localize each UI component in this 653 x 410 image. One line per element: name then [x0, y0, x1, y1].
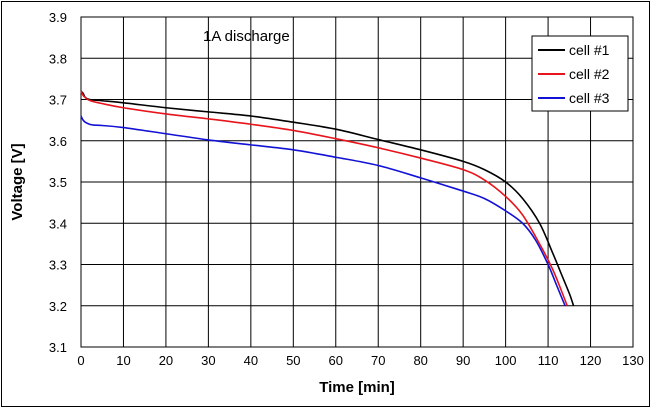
x-axis-title: Time [min] [319, 379, 395, 396]
x-tick-label: 70 [371, 353, 385, 368]
x-tick-label: 110 [538, 353, 559, 368]
y-tick-label: 3.3 [49, 258, 67, 273]
x-tick-label: 100 [495, 353, 517, 368]
x-tick-label: 90 [456, 353, 470, 368]
y-axis-title: Voltage [V] [9, 143, 26, 220]
legend-label-1: cell #1 [569, 42, 610, 58]
series-line-3 [80, 115, 566, 307]
y-tick-label: 3.2 [49, 299, 67, 314]
y-tick-label: 3.4 [49, 216, 67, 231]
series-layer [80, 90, 575, 307]
legend: cell #1 cell #2 cell #3 [531, 35, 629, 112]
y-tick-label: 3.8 [49, 51, 67, 66]
y-tick-label: 3.5 [49, 175, 67, 190]
legend-label-2: cell #2 [569, 66, 610, 82]
x-tick-label: 40 [244, 353, 258, 368]
x-tick-label: 80 [413, 353, 427, 368]
y-tick-label: 3.1 [49, 340, 67, 355]
x-tick-labels: 0 10 20 30 40 50 60 70 80 90 100 110 120 130 [77, 353, 643, 368]
x-tick-label: 60 [329, 353, 343, 368]
x-tick-label: 20 [159, 353, 173, 368]
x-tick-label: 120 [580, 353, 602, 368]
x-tick-label: 50 [286, 353, 300, 368]
legend-label-3: cell #3 [569, 90, 610, 106]
x-tick-label: 130 [622, 353, 644, 368]
x-tick-label: 30 [201, 353, 215, 368]
series-line-2 [80, 90, 568, 307]
plot-area-border [80, 16, 634, 348]
chart-annotation: 1A discharge [203, 28, 290, 45]
x-tick-label: 10 [116, 353, 130, 368]
series-line-1 [80, 90, 575, 307]
y-tick-labels: 3.1 3.2 3.3 3.4 3.5 3.6 3.7 3.8 3.9 [49, 10, 67, 355]
y-tick-label: 3.9 [49, 10, 67, 25]
x-tick-label: 0 [77, 353, 84, 368]
y-tick-label: 3.7 [49, 93, 67, 108]
y-tick-label: 3.6 [49, 134, 67, 149]
